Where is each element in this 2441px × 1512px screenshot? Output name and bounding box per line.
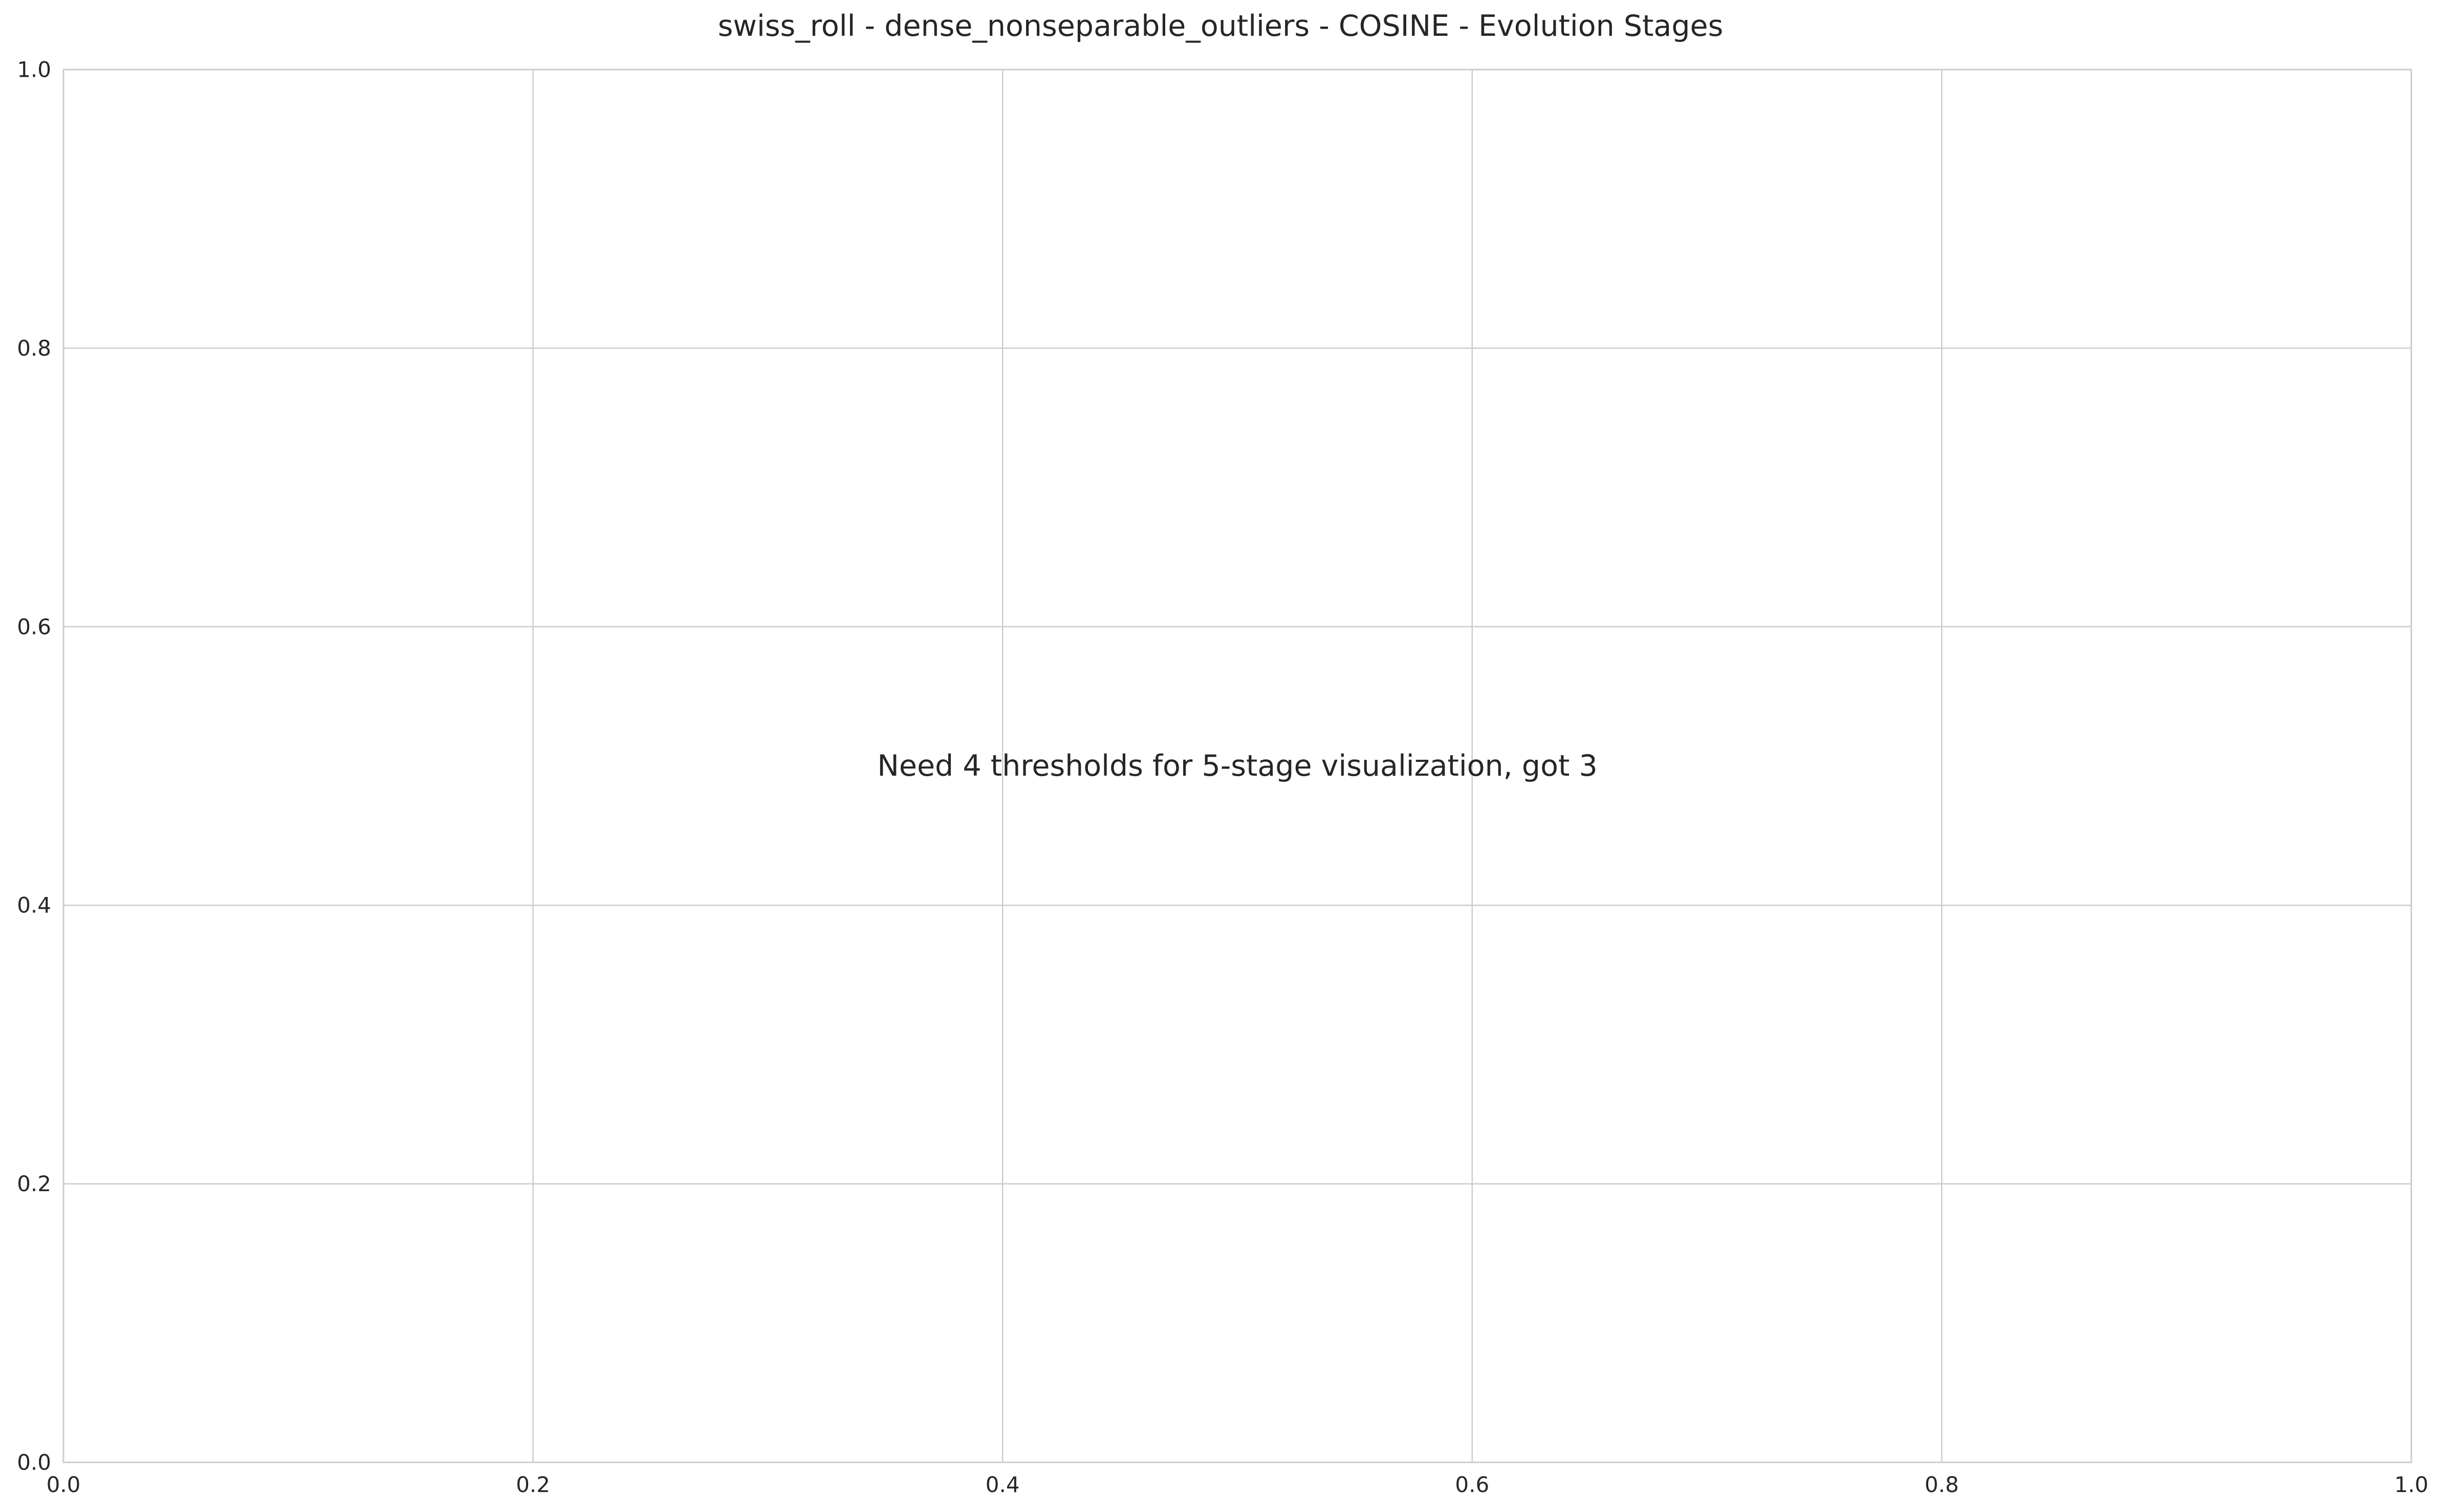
x-tick-label: 0.4 — [986, 1472, 1020, 1497]
y-tick-label: 0.8 — [17, 336, 51, 361]
x-tick-label: 0.8 — [1925, 1472, 1959, 1497]
y-axis-ticks: 0.0 0.2 0.4 0.6 0.8 1.0 — [17, 57, 51, 1475]
x-axis-ticks: 0.0 0.2 0.4 0.6 0.8 1.0 — [47, 1472, 2429, 1497]
annotation-message: Need 4 thresholds for 5-stage visualizat… — [877, 749, 1597, 783]
chart-title: swiss_roll - dense_nonseparable_outliers… — [718, 9, 1724, 43]
x-tick-label: 0.6 — [1455, 1472, 1489, 1497]
y-tick-label: 0.6 — [17, 614, 51, 639]
axes-frame — [62, 69, 2412, 1463]
x-tick-label: 1.0 — [2394, 1472, 2429, 1497]
annotation-layer: Need 4 thresholds for 5-stage visualizat… — [877, 749, 1597, 783]
y-tick-label: 0.2 — [17, 1171, 51, 1196]
y-tick-label: 1.0 — [17, 57, 51, 82]
y-tick-label: 0.4 — [17, 893, 51, 918]
plot-background — [63, 70, 2411, 1462]
x-tick-label: 0.2 — [516, 1472, 550, 1497]
x-tick-label: 0.0 — [47, 1472, 81, 1497]
y-tick-label: 0.0 — [17, 1450, 51, 1475]
plot-area — [62, 69, 2412, 1463]
